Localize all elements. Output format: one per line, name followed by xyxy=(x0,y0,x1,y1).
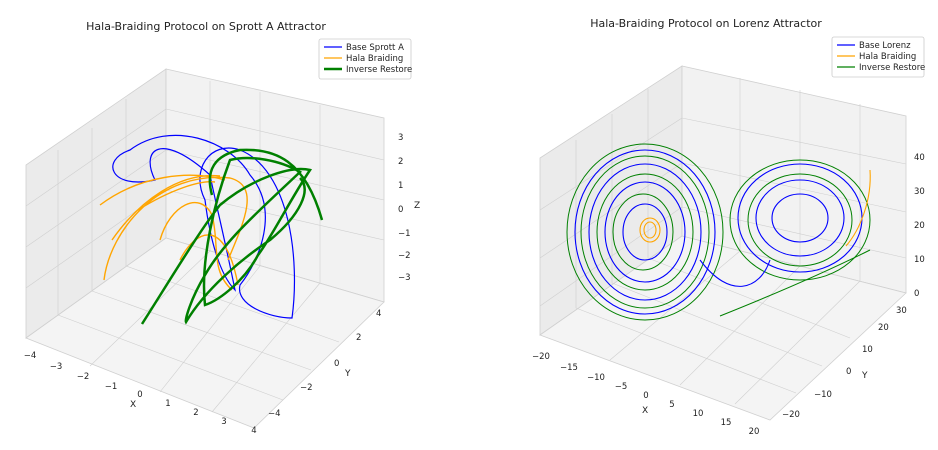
x-tick-label: 3 xyxy=(221,417,226,427)
x-tick-label: −15 xyxy=(560,363,578,373)
y-axis-label: Y xyxy=(344,369,351,379)
x-tick-label: −4 xyxy=(24,351,37,361)
y-tick-label: 30 xyxy=(896,306,907,316)
gridlines xyxy=(539,78,907,405)
x-tick-label: 0 xyxy=(137,390,142,400)
z-tick-label: 1 xyxy=(398,181,403,191)
z-tick-label: −1 xyxy=(398,229,411,239)
x-ticks: −20 −15 −10 −5 0 5 10 15 20 xyxy=(532,352,759,437)
z-tick-label: 3 xyxy=(398,133,403,143)
x-tick-label: −3 xyxy=(50,362,63,372)
x-tick-label: −10 xyxy=(587,373,605,383)
y-tick-label: 0 xyxy=(334,359,339,369)
series-hala-braiding xyxy=(639,169,871,247)
z-ticks: 3 2 1 0 −1 −2 −3 xyxy=(398,133,411,283)
legend-label-hala: Hala Braiding xyxy=(346,54,403,64)
y-tick-label: 2 xyxy=(356,333,361,343)
series-base-lorenz xyxy=(574,149,863,315)
chart-title: Hala-Braiding Protocol on Sprott A Attra… xyxy=(86,20,326,33)
x-tick-label: 2 xyxy=(193,408,198,418)
x-tick-label: −5 xyxy=(615,382,628,392)
x-tick-label: 1 xyxy=(165,399,170,409)
y-tick-label: 10 xyxy=(862,345,873,355)
z-axis-label: Z xyxy=(414,201,420,211)
y-tick-label: 4 xyxy=(376,309,381,319)
legend-label-base: Base Lorenz xyxy=(859,41,911,51)
legend-lorenz: Base Lorenz Hala Braiding Inverse Restor… xyxy=(831,36,925,78)
legend-label-inverse: Inverse Restore xyxy=(346,65,412,75)
y-ticks: −4 −2 0 2 4 xyxy=(268,309,381,419)
z-tick-label: 30 xyxy=(914,187,925,197)
y-tick-label: −2 xyxy=(300,383,313,393)
y-tick-label: −4 xyxy=(268,409,281,419)
z-tick-label: 0 xyxy=(914,289,919,299)
series-inverse-restore xyxy=(566,143,871,321)
x-axis-label: X xyxy=(130,400,136,410)
legend-label-hala: Hala Braiding xyxy=(859,52,916,62)
x-tick-label: 5 xyxy=(669,400,674,410)
series-inverse-restore xyxy=(140,148,324,325)
legend-sprott: Base Sprott A Hala Braiding Inverse Rest… xyxy=(318,38,412,80)
y-tick-label: 20 xyxy=(878,323,889,333)
y-axis-label: Y xyxy=(861,371,868,381)
chart-lorenz: Hala-Braiding Protocol on Lorenz Attract… xyxy=(532,17,925,437)
z-tick-label: 2 xyxy=(398,157,403,167)
y-tick-label: −20 xyxy=(782,410,800,420)
x-tick-label: −20 xyxy=(532,352,550,362)
y-tick-label: −10 xyxy=(814,390,832,400)
x-tick-label: 20 xyxy=(749,427,760,437)
x-axis-label: X xyxy=(642,406,648,416)
x-tick-label: 4 xyxy=(251,426,256,436)
chart-sprott: Hala-Braiding Protocol on Sprott A Attra… xyxy=(24,20,420,436)
z-tick-label: 40 xyxy=(914,153,925,163)
chart-title: Hala-Braiding Protocol on Lorenz Attract… xyxy=(590,17,822,30)
x-ticks: −4 −3 −2 −1 0 1 2 3 4 xyxy=(24,351,257,436)
z-tick-label: 20 xyxy=(914,221,925,231)
z-tick-label: −2 xyxy=(398,251,411,261)
legend-label-inverse: Inverse Restore xyxy=(859,63,925,73)
x-tick-label: 15 xyxy=(721,418,732,428)
z-tick-label: 0 xyxy=(398,205,403,215)
z-tick-label: −3 xyxy=(398,273,411,283)
y-ticks: −20 −10 0 10 20 30 xyxy=(782,306,907,420)
x-tick-label: 10 xyxy=(693,409,704,419)
z-tick-label: 10 xyxy=(914,255,925,265)
x-tick-label: 0 xyxy=(643,391,648,401)
x-tick-label: −2 xyxy=(77,372,90,382)
y-tick-label: 0 xyxy=(846,367,851,377)
series-base-sprott-a xyxy=(112,134,296,319)
z-ticks: 40 30 20 10 0 xyxy=(914,153,925,299)
x-tick-label: −1 xyxy=(105,382,118,392)
legend-label-base: Base Sprott A xyxy=(346,43,404,53)
